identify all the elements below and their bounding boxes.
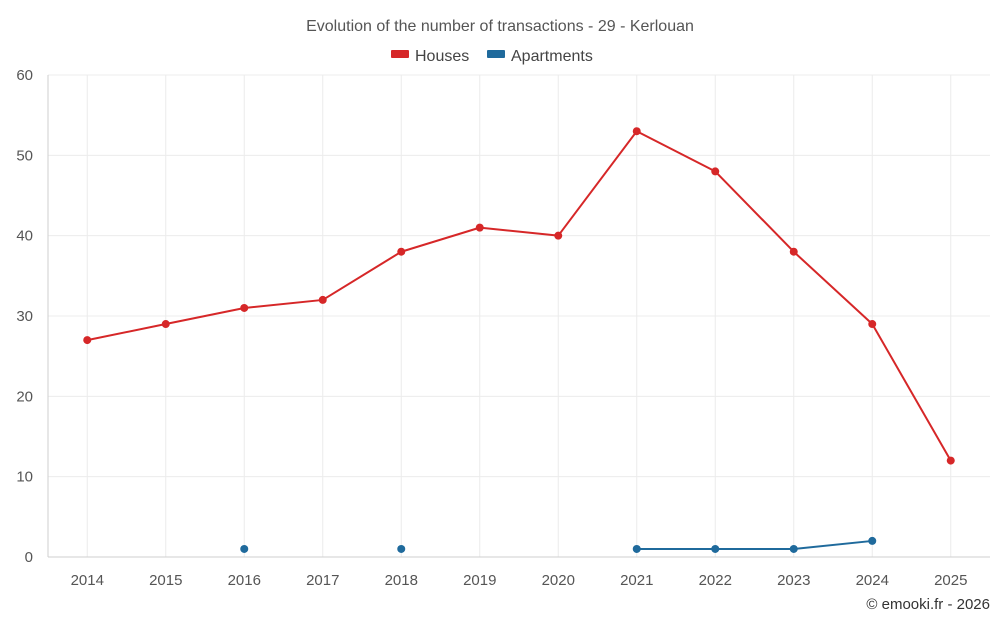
x-tick-label: 2021 — [620, 572, 653, 589]
data-point-apartments-2016[interactable] — [240, 544, 249, 553]
x-tick-label: 2023 — [777, 572, 810, 589]
data-point-houses-2014[interactable] — [83, 336, 92, 345]
legend-swatch-houses — [391, 50, 409, 58]
legend-label-houses[interactable]: Houses — [415, 48, 469, 65]
legend[interactable]: Houses Apartments — [391, 48, 593, 65]
chart-title: Evolution of the number of transactions … — [306, 18, 694, 35]
x-tick-label: 2017 — [306, 572, 339, 589]
credit-text: © emooki.fr - 2026 — [866, 596, 990, 613]
data-point-houses-2025[interactable] — [946, 456, 955, 465]
x-tick-label: 2019 — [463, 572, 496, 589]
data-point-houses-2021[interactable] — [632, 127, 641, 136]
legend-label-apartments[interactable]: Apartments — [511, 48, 593, 65]
legend-swatch-apartments — [487, 50, 505, 58]
x-tick-label: 2015 — [149, 572, 182, 589]
data-point-apartments-2023[interactable] — [789, 544, 798, 553]
data-point-houses-2019[interactable] — [475, 223, 484, 232]
y-tick-label: 60 — [16, 67, 33, 84]
y-axis: 0 10 20 30 40 50 60 — [16, 67, 33, 566]
data-point-houses-2022[interactable] — [711, 167, 720, 176]
data-point-houses-2016[interactable] — [240, 303, 249, 312]
data-point-houses-2018[interactable] — [397, 247, 406, 256]
y-tick-label: 50 — [16, 147, 33, 164]
data-point-houses-2015[interactable] — [161, 320, 170, 329]
x-tick-label: 2020 — [542, 572, 575, 589]
data-point-apartments-2021[interactable] — [632, 544, 641, 553]
x-tick-label: 2024 — [856, 572, 889, 589]
data-point-apartments-2024[interactable] — [868, 536, 877, 545]
y-tick-label: 20 — [16, 388, 33, 405]
y-tick-label: 0 — [25, 549, 33, 566]
series-line-houses — [87, 130, 952, 462]
x-axis: 2014 2015 2016 2017 2018 2019 2020 2021 2022 2023… — [71, 572, 968, 589]
data-point-houses-2020[interactable] — [554, 231, 563, 240]
x-tick-label: 2018 — [385, 572, 418, 589]
data-point-apartments-2018[interactable] — [397, 544, 406, 553]
y-tick-label: 10 — [16, 469, 33, 486]
data-point-houses-2017[interactable] — [318, 295, 327, 304]
series-line-apartments — [636, 539, 873, 550]
grid — [47, 74, 990, 558]
y-tick-label: 30 — [16, 308, 33, 325]
y-tick-label: 40 — [16, 228, 33, 245]
series-houses — [83, 127, 955, 465]
data-point-houses-2024[interactable] — [868, 320, 877, 329]
x-tick-label: 2016 — [228, 572, 261, 589]
series-apartments — [240, 536, 877, 553]
series — [83, 127, 955, 553]
data-point-houses-2023[interactable] — [789, 247, 798, 256]
x-tick-label: 2014 — [71, 572, 104, 589]
x-tick-label: 2025 — [934, 572, 967, 589]
x-tick-label: 2022 — [699, 572, 732, 589]
data-point-apartments-2022[interactable] — [711, 544, 720, 553]
